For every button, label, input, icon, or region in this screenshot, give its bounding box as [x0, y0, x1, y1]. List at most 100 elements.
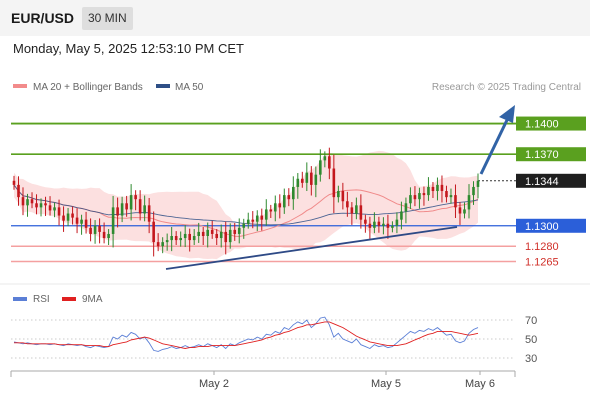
candle-body	[111, 207, 115, 234]
bollinger-swatch	[13, 84, 27, 88]
x-tick-label: May 6	[465, 378, 495, 390]
candle-body	[355, 205, 358, 214]
candle-body	[282, 195, 286, 208]
candle-body	[129, 195, 133, 210]
candle-body	[17, 184, 20, 198]
candle-body	[44, 203, 47, 206]
candle-body	[39, 203, 43, 208]
candle-body	[147, 205, 151, 222]
ma50-legend-label: MA 50	[175, 82, 204, 93]
candle-body	[373, 221, 376, 228]
level-1-1300-label: 1.1300	[525, 221, 559, 233]
rsi-ma-legend-label: 9MA	[82, 294, 103, 305]
x-tick-label: May 5	[371, 378, 401, 390]
candle-body	[107, 233, 110, 239]
rsi-legend: RSI 9MA	[13, 294, 103, 305]
rsi-ma-line	[14, 321, 479, 349]
legend: MA 20 + Bollinger Bands MA 50 Research ©…	[13, 82, 581, 93]
candle-body	[138, 199, 142, 214]
candle-body	[102, 231, 106, 239]
candle-body	[332, 168, 336, 198]
rsi-panel: 70 50 30	[11, 315, 537, 365]
rsi-ma-swatch	[62, 297, 76, 301]
candle-body	[458, 207, 462, 214]
candle-body	[445, 191, 448, 198]
rsi-level-70-label: 70	[525, 315, 537, 327]
candle-body	[237, 227, 241, 234]
candle-body	[301, 178, 304, 183]
level-1-1370-label: 1.1370	[525, 149, 559, 161]
candle-body	[251, 219, 255, 222]
candle-body	[143, 205, 146, 214]
candle-body	[337, 191, 340, 198]
candle-body	[319, 160, 322, 175]
candle-body	[314, 174, 318, 185]
rsi-level-50-label: 50	[525, 334, 537, 346]
candle-body	[472, 186, 475, 196]
candle-body	[134, 195, 137, 200]
candle-body	[260, 215, 264, 220]
candle-body	[26, 199, 29, 206]
candle-body	[228, 229, 232, 243]
level-labels: 1.1400 1.1370 1.1344 1.1300 1.1280 1.1265	[516, 116, 586, 269]
bollinger-band-fill	[14, 150, 478, 260]
candle-body	[35, 203, 38, 208]
forecast-arrow-shaft	[479, 117, 510, 175]
candle-body	[328, 156, 331, 169]
uptrend-line	[165, 226, 458, 270]
candle-body	[233, 229, 237, 234]
candle-body	[449, 195, 453, 198]
candle-body	[305, 172, 309, 183]
candle-body	[463, 209, 466, 214]
candle-body	[183, 233, 187, 239]
candle-body	[269, 209, 273, 212]
candle-body	[296, 178, 300, 187]
candle-body	[219, 231, 223, 239]
candle-body	[413, 195, 417, 200]
candle-body	[98, 225, 101, 232]
credit-label: Research © 2025 Trading Central	[432, 82, 581, 93]
candle-body	[476, 180, 480, 187]
candle-body	[174, 236, 178, 241]
candle-body	[201, 231, 205, 236]
candle-body	[359, 205, 363, 220]
candle-body	[215, 233, 219, 239]
candle-body	[206, 229, 210, 236]
candle-body	[467, 195, 471, 210]
candle-body	[341, 191, 345, 202]
rsi-line	[13, 316, 479, 352]
level-1-1265-label: 1.1265	[525, 257, 559, 269]
candle-body	[246, 219, 250, 224]
forecast-arrow-head	[499, 105, 515, 123]
level-1-1400-label-bg	[516, 116, 586, 131]
candle-body	[242, 223, 246, 228]
candle-body	[89, 227, 92, 234]
timeframe-badge[interactable]: 30 MIN	[82, 7, 133, 30]
candle-body	[197, 231, 200, 236]
candle-body	[391, 225, 394, 228]
x-axis: May 2 May 5 May 6	[10, 370, 516, 390]
candle-body	[454, 195, 457, 208]
candle-body	[210, 229, 214, 234]
candle-body	[84, 219, 88, 228]
candle-body	[377, 221, 381, 226]
candle-body	[30, 199, 34, 204]
candlesticks	[12, 147, 480, 257]
candle-body	[264, 209, 268, 220]
candle-body	[53, 207, 56, 211]
candle-body	[80, 219, 83, 224]
candle-body	[418, 193, 421, 200]
candle-body	[278, 203, 282, 208]
level-1-1400-label: 1.1400	[525, 119, 559, 131]
candle-body	[75, 217, 79, 224]
candle-body	[395, 219, 399, 226]
candle-body	[323, 156, 327, 161]
candle-body	[404, 203, 408, 212]
rsi-legend-label: RSI	[33, 294, 50, 305]
candle-body	[409, 195, 412, 204]
candle-body	[152, 221, 155, 243]
candle-body	[273, 203, 277, 212]
candle-body	[71, 213, 74, 218]
candle-body	[368, 223, 372, 228]
